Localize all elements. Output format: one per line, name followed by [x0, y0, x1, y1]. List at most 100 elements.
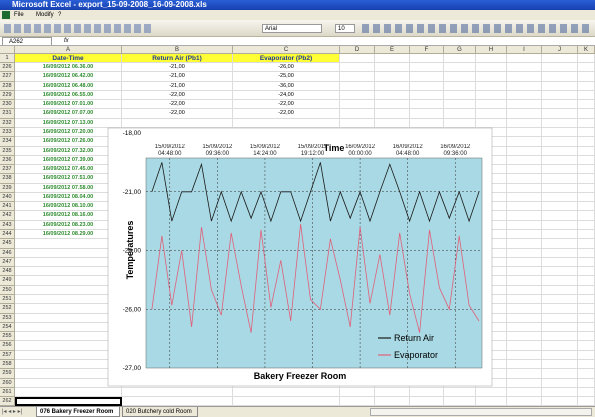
row-header[interactable]: 243	[0, 220, 15, 231]
cell[interactable]	[233, 387, 340, 398]
row-header[interactable]: 237	[0, 165, 15, 175]
column-header[interactable]: B	[122, 46, 233, 54]
cell[interactable]	[444, 54, 476, 63]
toolbar-icons[interactable]	[4, 24, 154, 33]
cell[interactable]: -22,00	[122, 90, 233, 101]
cell[interactable]: Date-Time	[15, 54, 122, 63]
column-header[interactable]: G	[444, 46, 476, 54]
column-header[interactable]: C	[233, 46, 340, 54]
corner[interactable]	[0, 46, 15, 54]
cell[interactable]	[542, 359, 578, 370]
cell[interactable]	[375, 100, 410, 110]
cell[interactable]	[542, 341, 578, 351]
cell[interactable]	[375, 63, 410, 73]
cell[interactable]	[542, 322, 578, 333]
cell[interactable]	[476, 109, 507, 119]
cell[interactable]	[542, 90, 578, 101]
cell[interactable]	[15, 387, 122, 398]
column-header[interactable]: I	[507, 46, 542, 54]
cell[interactable]	[542, 248, 578, 258]
cell[interactable]: -24,00	[233, 90, 340, 101]
cell[interactable]	[542, 285, 578, 295]
row-header[interactable]: 248	[0, 267, 15, 277]
cell[interactable]	[542, 295, 578, 305]
cell[interactable]	[507, 350, 542, 360]
row-header[interactable]: 250	[0, 285, 15, 295]
cell[interactable]	[542, 72, 578, 82]
cell[interactable]	[444, 100, 476, 110]
cell[interactable]	[444, 90, 476, 101]
cell[interactable]	[542, 174, 578, 184]
cell[interactable]	[375, 54, 410, 63]
cell[interactable]: -22,00	[122, 100, 233, 110]
cell[interactable]	[444, 387, 476, 398]
cell[interactable]	[507, 322, 542, 333]
menu-item[interactable]: File	[14, 12, 24, 18]
row-header[interactable]: 226	[0, 63, 15, 73]
row-header[interactable]: 246	[0, 248, 15, 258]
cell[interactable]	[476, 90, 507, 101]
row-header[interactable]: 228	[0, 81, 15, 91]
cell[interactable]	[375, 118, 410, 128]
row-header[interactable]: 230	[0, 100, 15, 110]
cell[interactable]	[507, 397, 542, 407]
row-header[interactable]: 244	[0, 230, 15, 240]
name-box[interactable]: A262	[2, 37, 52, 45]
cell[interactable]	[444, 72, 476, 82]
cell[interactable]: 16/09/2012 07.07.00	[15, 109, 122, 119]
row-header[interactable]: 231	[0, 109, 15, 119]
row-header[interactable]: 254	[0, 322, 15, 333]
cell[interactable]	[507, 72, 542, 82]
cell[interactable]	[542, 304, 578, 314]
cell[interactable]	[542, 387, 578, 398]
cell[interactable]	[375, 90, 410, 101]
menu-item[interactable]: Modify	[36, 12, 54, 18]
cell[interactable]	[542, 267, 578, 277]
cell[interactable]	[542, 369, 578, 379]
cell[interactable]	[340, 81, 375, 91]
cell[interactable]: 16/09/2012 06.55.00	[15, 90, 122, 101]
cell[interactable]	[410, 63, 444, 73]
row-header[interactable]: 242	[0, 211, 15, 221]
row-header[interactable]: 259	[0, 369, 15, 379]
column-header[interactable]: J	[542, 46, 578, 54]
cell[interactable]	[233, 397, 340, 407]
cell[interactable]	[507, 239, 542, 249]
column-header[interactable]: H	[476, 46, 507, 54]
cell[interactable]	[507, 137, 542, 147]
cell[interactable]	[340, 109, 375, 119]
cell[interactable]	[542, 146, 578, 156]
cell[interactable]	[542, 220, 578, 231]
cell[interactable]	[375, 397, 410, 407]
cell[interactable]	[233, 118, 340, 128]
cell[interactable]	[507, 313, 542, 323]
cell[interactable]	[507, 304, 542, 314]
row-header[interactable]: 258	[0, 359, 15, 370]
cell[interactable]	[507, 267, 542, 277]
cell[interactable]	[410, 397, 444, 407]
row-header[interactable]: 233	[0, 127, 15, 138]
cell[interactable]	[542, 127, 578, 138]
column-header[interactable]: E	[375, 46, 410, 54]
cell[interactable]	[542, 211, 578, 221]
cell[interactable]	[122, 397, 233, 407]
row-header[interactable]: 234	[0, 137, 15, 147]
cell[interactable]	[542, 165, 578, 175]
cell[interactable]: -22,00	[122, 109, 233, 119]
cell[interactable]	[507, 202, 542, 212]
cell[interactable]	[542, 155, 578, 166]
row-header[interactable]: 238	[0, 174, 15, 184]
cell[interactable]	[375, 81, 410, 91]
cell[interactable]	[340, 90, 375, 101]
cell[interactable]	[444, 109, 476, 119]
cell[interactable]	[542, 109, 578, 119]
cell[interactable]	[375, 109, 410, 119]
cell[interactable]	[340, 118, 375, 128]
cell[interactable]	[542, 313, 578, 323]
cell[interactable]	[476, 81, 507, 91]
size-box[interactable]: 10	[335, 24, 355, 33]
column-header[interactable]: A	[15, 46, 122, 54]
cell[interactable]	[410, 387, 444, 398]
cell[interactable]	[476, 54, 507, 63]
cell[interactable]: -26,00	[233, 63, 340, 73]
